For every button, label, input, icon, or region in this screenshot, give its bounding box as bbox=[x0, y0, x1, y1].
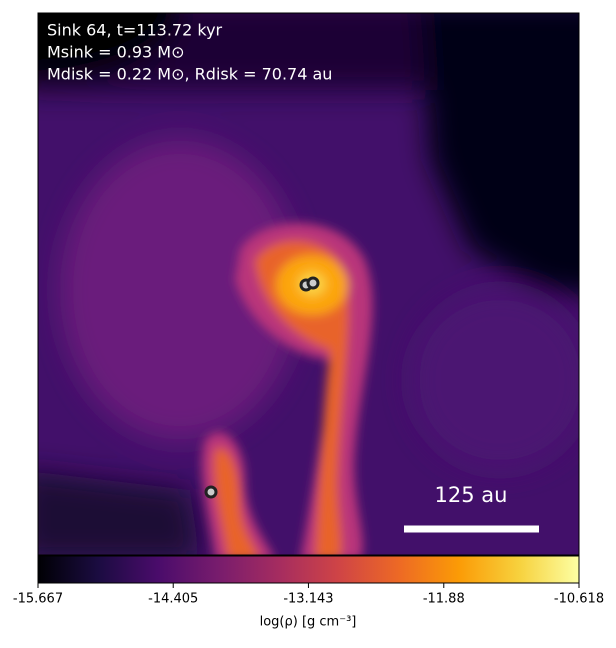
colorbar-tick-label: -10.618 bbox=[554, 592, 604, 607]
colorbar-tick-label: -13.143 bbox=[283, 592, 333, 607]
annotation: Sink 64, t=113.72 kyr bbox=[47, 21, 223, 40]
density-image bbox=[38, 13, 579, 555]
colorbar-tick-label: -11.88 bbox=[423, 592, 465, 607]
annotation: Mdisk = 0.22 M⊙, Rdisk = 70.74 au bbox=[47, 65, 332, 84]
sinks bbox=[204, 276, 320, 499]
colorbar-tick-label: -14.405 bbox=[148, 592, 198, 607]
annotation: Msink = 0.93 M⊙ bbox=[47, 43, 185, 62]
colorbar bbox=[37, 555, 580, 584]
colorbar-label: log(ρ) [g cm⁻³] bbox=[260, 615, 357, 630]
plot-frame bbox=[37, 12, 580, 556]
colorbar-tick-label: -15.667 bbox=[13, 592, 63, 607]
scale-bar-label: 125 au bbox=[435, 483, 508, 507]
sink bbox=[204, 485, 218, 499]
sink bbox=[306, 276, 320, 290]
